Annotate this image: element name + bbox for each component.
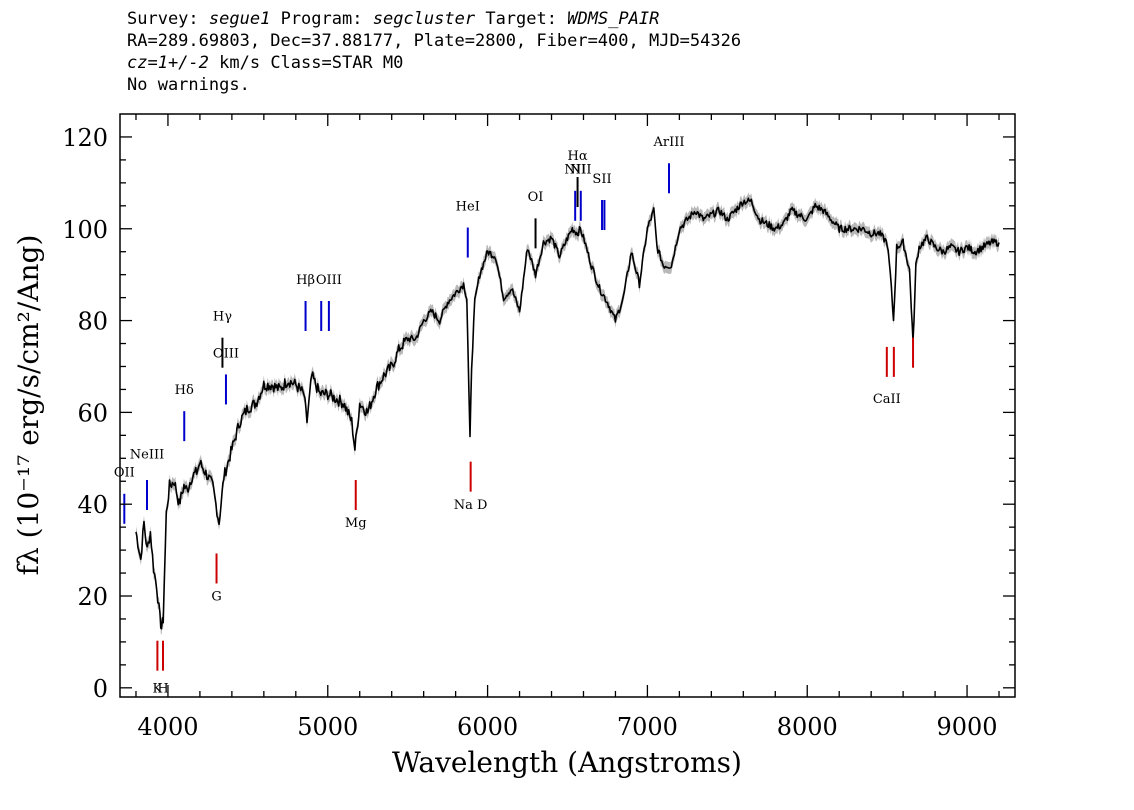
- plot-frame: [119, 113, 1016, 698]
- x-axis-label: Wavelength (Angstroms): [392, 746, 742, 779]
- header-line-redshift: cz=1+/-2 km/s Class=STAR M0: [127, 52, 741, 74]
- y-tick-label: 0: [93, 675, 108, 703]
- spectrum-series: [135, 197, 1000, 630]
- program-label: Program:: [280, 9, 363, 29]
- y-tick-label: 80: [77, 308, 108, 336]
- emission-line-label: OI: [528, 190, 544, 205]
- target-value: WDMS_PAIR: [567, 9, 660, 29]
- emission-line-label: Hγ: [213, 310, 232, 325]
- absorption-line-label: CaII: [873, 392, 901, 407]
- absorption-line-label: G: [211, 590, 221, 605]
- emission-line-label: NeIII: [130, 447, 164, 462]
- x-tick-label: 6000: [457, 713, 518, 741]
- spectrum-header: Survey: segue1 Program: segcluster Targe…: [127, 8, 741, 96]
- absorption-line-label: Na D: [454, 498, 488, 513]
- cz-unit-class: km/s Class=STAR M0: [208, 53, 404, 73]
- x-tick-label: 5000: [297, 713, 358, 741]
- emission-line-label: OII: [114, 466, 135, 481]
- absorption-line-label: K: [153, 681, 163, 696]
- y-axis-label: fλ (10⁻¹⁷ erg/s/cm²/Ang): [12, 235, 45, 576]
- x-tick-label: 4000: [137, 713, 198, 741]
- emission-line-label: HeI: [456, 199, 480, 214]
- y-tick-label: 100: [62, 216, 108, 244]
- emission-line-label: NII: [570, 163, 592, 178]
- x-tick-label: 9000: [937, 713, 998, 741]
- absorption-line-label: Mg: [345, 516, 367, 531]
- target-label: Target:: [485, 9, 557, 29]
- emission-line-label: Hα: [568, 149, 588, 164]
- y-tick-label: 120: [62, 124, 108, 152]
- emission-line-label: OIII: [316, 273, 342, 288]
- header-line-survey: Survey: segue1 Program: segcluster Targe…: [127, 8, 741, 30]
- program-value: segcluster: [372, 9, 476, 29]
- x-tick-label: 7000: [617, 713, 678, 741]
- emission-line-label: Hδ: [175, 383, 194, 398]
- emission-line-label: SII: [592, 172, 611, 187]
- spectrum-line: [135, 197, 1000, 630]
- cz-value: 1+/-2: [157, 53, 209, 73]
- header-line-warnings: No warnings.: [127, 75, 250, 95]
- axis-ticks: [120, 114, 1015, 697]
- cz-label: cz=: [127, 53, 158, 73]
- survey-value: segue1: [208, 9, 271, 29]
- absorption-line-label: H: [157, 681, 168, 696]
- y-tick-label: 60: [77, 399, 108, 427]
- header-line-coordinates: RA=289.69803, Dec=37.88177, Plate=2800, …: [127, 31, 742, 51]
- x-tick-labels: 4000 5000 6000 7000 8000 9000: [137, 713, 997, 741]
- y-tick-label: 20: [77, 583, 108, 611]
- x-tick-label: 8000: [777, 713, 838, 741]
- emission-line-label: NII: [564, 163, 586, 178]
- y-tick-label: 40: [77, 491, 108, 519]
- emission-line-label: Hβ: [296, 273, 315, 288]
- emission-line-label: OIII: [213, 346, 239, 361]
- y-tick-labels: 0 20 40 60 80 100 120: [62, 124, 108, 703]
- error-band-area: [136, 192, 999, 635]
- error-band: [136, 192, 999, 635]
- survey-label: Survey:: [127, 9, 199, 29]
- emission-line-label: ArIII: [652, 135, 684, 150]
